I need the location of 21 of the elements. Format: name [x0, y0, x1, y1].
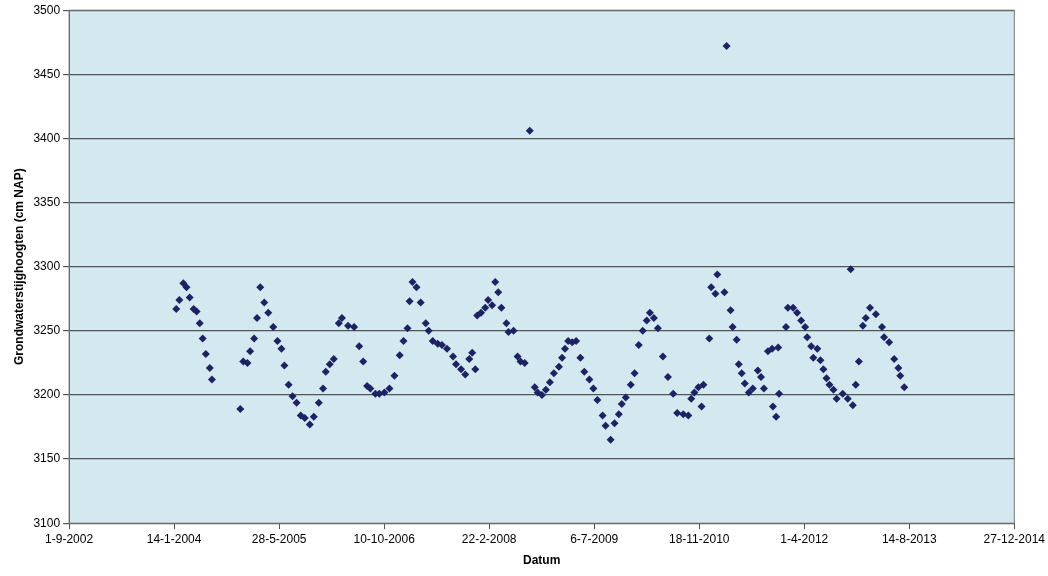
y-tick-label: 3250 [33, 323, 61, 338]
y-tick-label: 3350 [33, 194, 61, 209]
x-tick-label: 14-1-2004 [146, 531, 202, 546]
y-tick-label: 3450 [33, 66, 61, 81]
x-tick-label: 1-4-2012 [780, 531, 829, 546]
x-tick-label: 6-7-2009 [570, 531, 619, 546]
x-tick-label: 28-5-2005 [251, 531, 307, 546]
x-tick-label: 27-12-2014 [983, 531, 1046, 546]
x-axis-title: Datum [523, 553, 561, 568]
x-tick-label: 18-11-2010 [668, 531, 730, 546]
y-tick-label: 3200 [33, 387, 61, 402]
x-tick-label: 1-9-2002 [45, 531, 94, 546]
y-tick-label: 3100 [33, 515, 61, 530]
y-axis-title: Grondwaterstijghoogten (cm NAP) [11, 168, 26, 366]
y-tick-label: 3400 [33, 130, 61, 145]
x-tick-label: 10-10-2006 [353, 531, 416, 546]
y-tick-label: 3300 [33, 259, 61, 274]
x-tick-label: 22-2-2008 [461, 531, 517, 546]
y-tick-label: 3500 [33, 2, 61, 17]
y-tick-label: 3150 [33, 451, 61, 466]
x-tick-label: 14-8-2013 [881, 531, 937, 546]
